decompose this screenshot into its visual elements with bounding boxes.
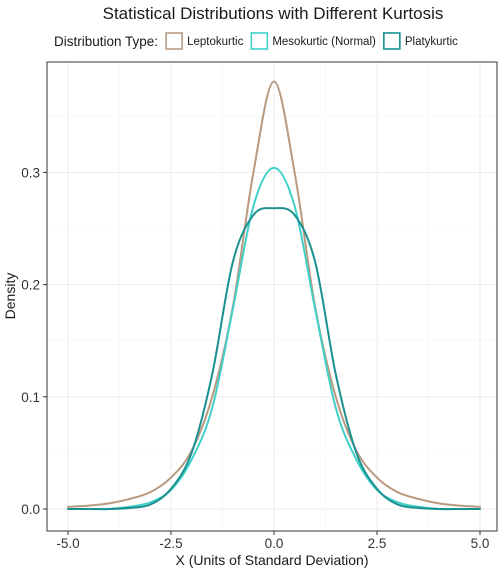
- x-tick-label: 5.0: [471, 536, 490, 551]
- legend-title: Distribution Type:: [54, 34, 158, 49]
- y-tick-label: 0.2: [21, 278, 40, 293]
- x-axis-title: X (Units of Standard Deviation): [176, 552, 369, 568]
- y-tick-label: 0.1: [21, 390, 40, 405]
- legend-label: Leptokurtic: [187, 36, 244, 48]
- x-tick-label: 2.5: [368, 536, 387, 551]
- x-tick-label: 0.0: [265, 536, 284, 551]
- series-layer: [67, 80, 481, 511]
- y-tick-label: 0.0: [21, 502, 40, 517]
- y-axis-title: Density: [2, 273, 18, 320]
- legend-label: Platykurtic: [405, 36, 458, 48]
- y-tick-label: 0.3: [21, 165, 40, 180]
- legend-key: [250, 32, 269, 50]
- legend-key: [165, 32, 183, 50]
- panel-border: [46, 61, 498, 532]
- series-line-mesokurtic-normal: [67, 166, 481, 511]
- series-line-platykurtic: [67, 207, 481, 511]
- chart-title: Statistical Distributions with Different…: [103, 4, 444, 23]
- legend-key: [383, 32, 401, 50]
- grid: [47, 62, 497, 531]
- axes: -5.0 -2.5 0.0 2.5 5.0 0.0 0.1 0.2 0.3: [21, 165, 489, 551]
- legend-entry-platykurtic: Platykurtic: [383, 32, 458, 50]
- legend: Distribution Type: Leptokurtic Mesokurtic…: [54, 32, 458, 50]
- legend-entry-mesokurtic-normal: Mesokurtic (Normal): [250, 32, 376, 50]
- x-tick-label: -5.0: [56, 536, 79, 551]
- legend-entry-leptokurtic: Leptokurtic: [165, 32, 244, 50]
- series-line-leptokurtic: [67, 80, 481, 508]
- x-tick-label: -2.5: [159, 536, 182, 551]
- legend-label: Mesokurtic (Normal): [272, 36, 376, 48]
